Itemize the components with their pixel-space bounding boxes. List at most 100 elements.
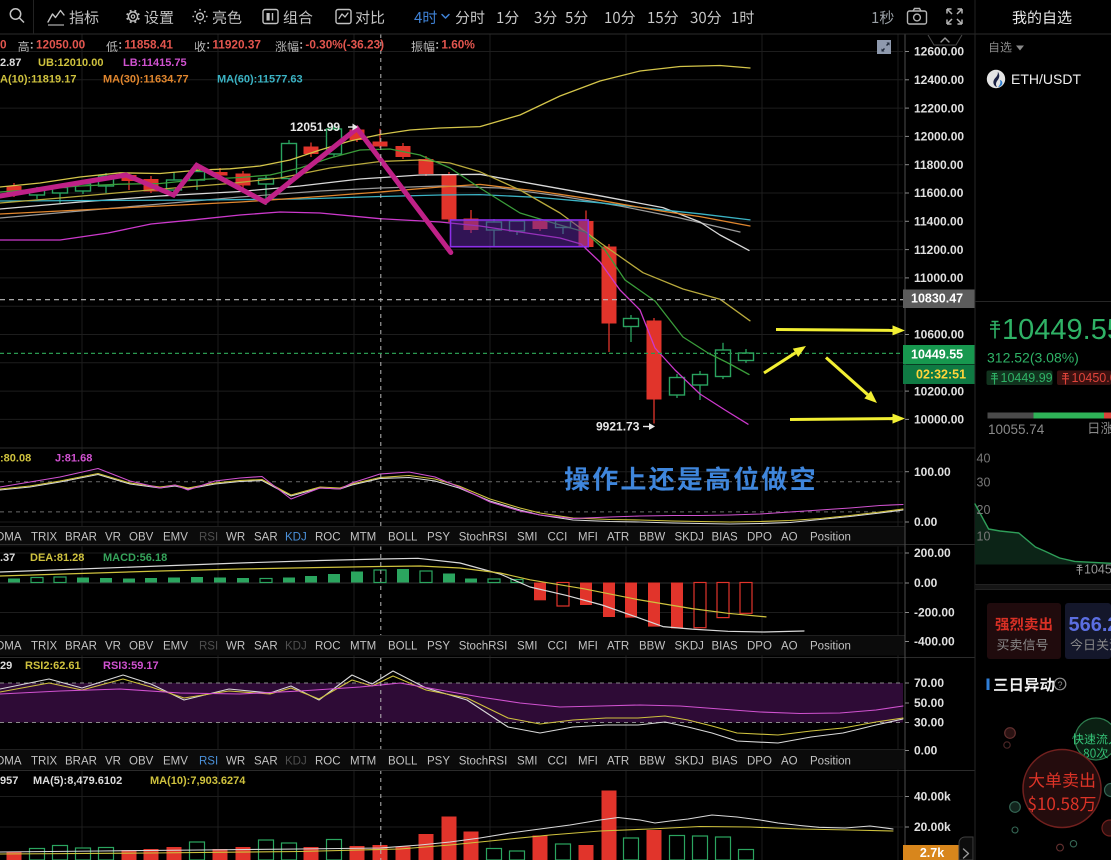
svg-text:12050.00: 12050.00 (36, 38, 86, 52)
svg-text:KDJ: KDJ (285, 756, 307, 768)
svg-text:PSY: PSY (427, 532, 450, 544)
svg-text:EMV: EMV (163, 532, 188, 544)
svg-text:11800.00: 11800.00 (914, 158, 964, 172)
svg-text:BOLL: BOLL (388, 641, 418, 653)
svg-text:10830.47: 10830.47 (911, 292, 963, 306)
svg-text:?: ? (1057, 680, 1062, 690)
svg-text:CCI: CCI (548, 756, 568, 768)
svg-text:BIAS: BIAS (712, 756, 739, 768)
svg-text:200.00: 200.00 (914, 546, 951, 560)
svg-text:ATR: ATR (607, 532, 629, 544)
svg-text:11920.37: 11920.37 (212, 38, 261, 52)
svg-text:TRIX: TRIX (31, 756, 58, 768)
svg-text:BBW: BBW (639, 532, 665, 544)
svg-text:MA(5):8,479.6102: MA(5):8,479.6102 (33, 775, 122, 787)
svg-text:MFI: MFI (578, 532, 598, 544)
svg-text:20.00k: 20.00k (914, 820, 951, 834)
svg-text:12000.00: 12000.00 (914, 130, 964, 144)
svg-text:BBW: BBW (639, 641, 665, 653)
svg-text:BIAS: BIAS (712, 641, 739, 653)
svg-text:10600.00: 10600.00 (914, 328, 964, 342)
svg-text:ATR: ATR (607, 756, 629, 768)
svg-text:VR: VR (105, 532, 121, 544)
svg-text:2.7k: 2.7k (920, 846, 944, 860)
svg-text:TRIX: TRIX (31, 532, 58, 544)
svg-text:50.00: 50.00 (914, 696, 944, 710)
svg-text:BBW: BBW (639, 756, 665, 768)
svg-text:20: 20 (977, 503, 991, 517)
svg-text:SAR: SAR (254, 756, 278, 768)
svg-text:BRAR: BRAR (65, 641, 97, 653)
svg-text:ROC: ROC (315, 532, 341, 544)
svg-text:Position: Position (810, 756, 851, 768)
svg-text:SKDJ: SKDJ (675, 532, 704, 544)
svg-text:10450.0: 10450.0 (1072, 371, 1111, 385)
svg-text:MFI: MFI (578, 756, 598, 768)
svg-text:0: 0 (0, 38, 7, 52)
svg-text:PSY: PSY (427, 756, 450, 768)
svg-text:ATR: ATR (607, 641, 629, 653)
svg-text:29: 29 (0, 660, 12, 672)
svg-text:StochRSI: StochRSI (459, 641, 508, 653)
svg-text:BOLL: BOLL (388, 532, 418, 544)
svg-text:957: 957 (0, 775, 18, 787)
svg-text:10449.55: 10449.55 (911, 348, 963, 362)
svg-text:StochRSI: StochRSI (459, 532, 508, 544)
svg-text:LB:11415.75: LB:11415.75 (123, 57, 187, 69)
svg-text:SKDJ: SKDJ (675, 756, 704, 768)
svg-text:0.00: 0.00 (914, 515, 938, 529)
svg-text:MFI: MFI (578, 641, 598, 653)
svg-text::: : (118, 38, 122, 52)
svg-text:UB:12010.00: UB:12010.00 (38, 57, 103, 69)
svg-text:SMI: SMI (517, 532, 537, 544)
svg-text:MA(60):11577.63: MA(60):11577.63 (217, 74, 303, 86)
svg-text:Position: Position (810, 641, 851, 653)
svg-text:DMA: DMA (0, 756, 22, 768)
svg-text:DPO: DPO (747, 756, 772, 768)
svg-text:ROC: ROC (315, 756, 341, 768)
svg-text:100.00: 100.00 (914, 465, 951, 479)
svg-text:1.60%: 1.60% (441, 38, 475, 52)
svg-text:312.52(3.08%): 312.52(3.08%) (987, 350, 1079, 366)
svg-text::: : (435, 38, 439, 52)
svg-text:11600.00: 11600.00 (914, 186, 964, 200)
svg-text:10000.00: 10000.00 (914, 413, 964, 427)
svg-text:SKDJ: SKDJ (675, 641, 704, 653)
svg-text:OBV: OBV (129, 756, 154, 768)
svg-text:AO: AO (781, 532, 798, 544)
svg-text:RSI: RSI (199, 532, 218, 544)
svg-text:VR: VR (105, 756, 121, 768)
svg-text:30.00: 30.00 (914, 716, 944, 730)
svg-text:30: 30 (977, 476, 991, 490)
svg-text:BIAS: BIAS (712, 532, 739, 544)
svg-text:StochRSI: StochRSI (459, 756, 508, 768)
svg-text:DPO: DPO (747, 532, 772, 544)
svg-text:MTM: MTM (350, 756, 376, 768)
svg-text::: : (30, 38, 34, 52)
svg-text::: : (299, 38, 303, 52)
svg-text:DPO: DPO (747, 641, 772, 653)
svg-text:KDJ: KDJ (285, 532, 307, 544)
svg-text:RSI: RSI (199, 756, 218, 768)
svg-text:CCI: CCI (548, 532, 568, 544)
svg-text:0.00: 0.00 (914, 576, 938, 590)
svg-text:-200.00: -200.00 (914, 606, 955, 620)
svg-text:RSI2:62.61: RSI2:62.61 (25, 660, 81, 672)
svg-text:AO: AO (781, 641, 798, 653)
svg-text:BRAR: BRAR (65, 532, 97, 544)
svg-text:9921.73: 9921.73 (596, 420, 640, 434)
svg-text:AO: AO (781, 756, 798, 768)
svg-text:BOLL: BOLL (388, 756, 418, 768)
svg-text:Position: Position (810, 532, 851, 544)
svg-text:SAR: SAR (254, 532, 278, 544)
svg-text:EMV: EMV (163, 756, 188, 768)
svg-text:DMA: DMA (0, 641, 22, 653)
svg-text:MA(30):11634.77: MA(30):11634.77 (103, 74, 189, 86)
svg-text:DMA: DMA (0, 532, 22, 544)
svg-text:.37: .37 (0, 552, 15, 564)
svg-text:2.87: 2.87 (0, 57, 21, 69)
svg-text:ETH/USDT: ETH/USDT (1011, 71, 1081, 87)
svg-text:ROC: ROC (315, 641, 341, 653)
svg-text:-0.30%(-36.23): -0.30%(-36.23) (305, 38, 384, 52)
svg-text:40: 40 (977, 452, 991, 466)
